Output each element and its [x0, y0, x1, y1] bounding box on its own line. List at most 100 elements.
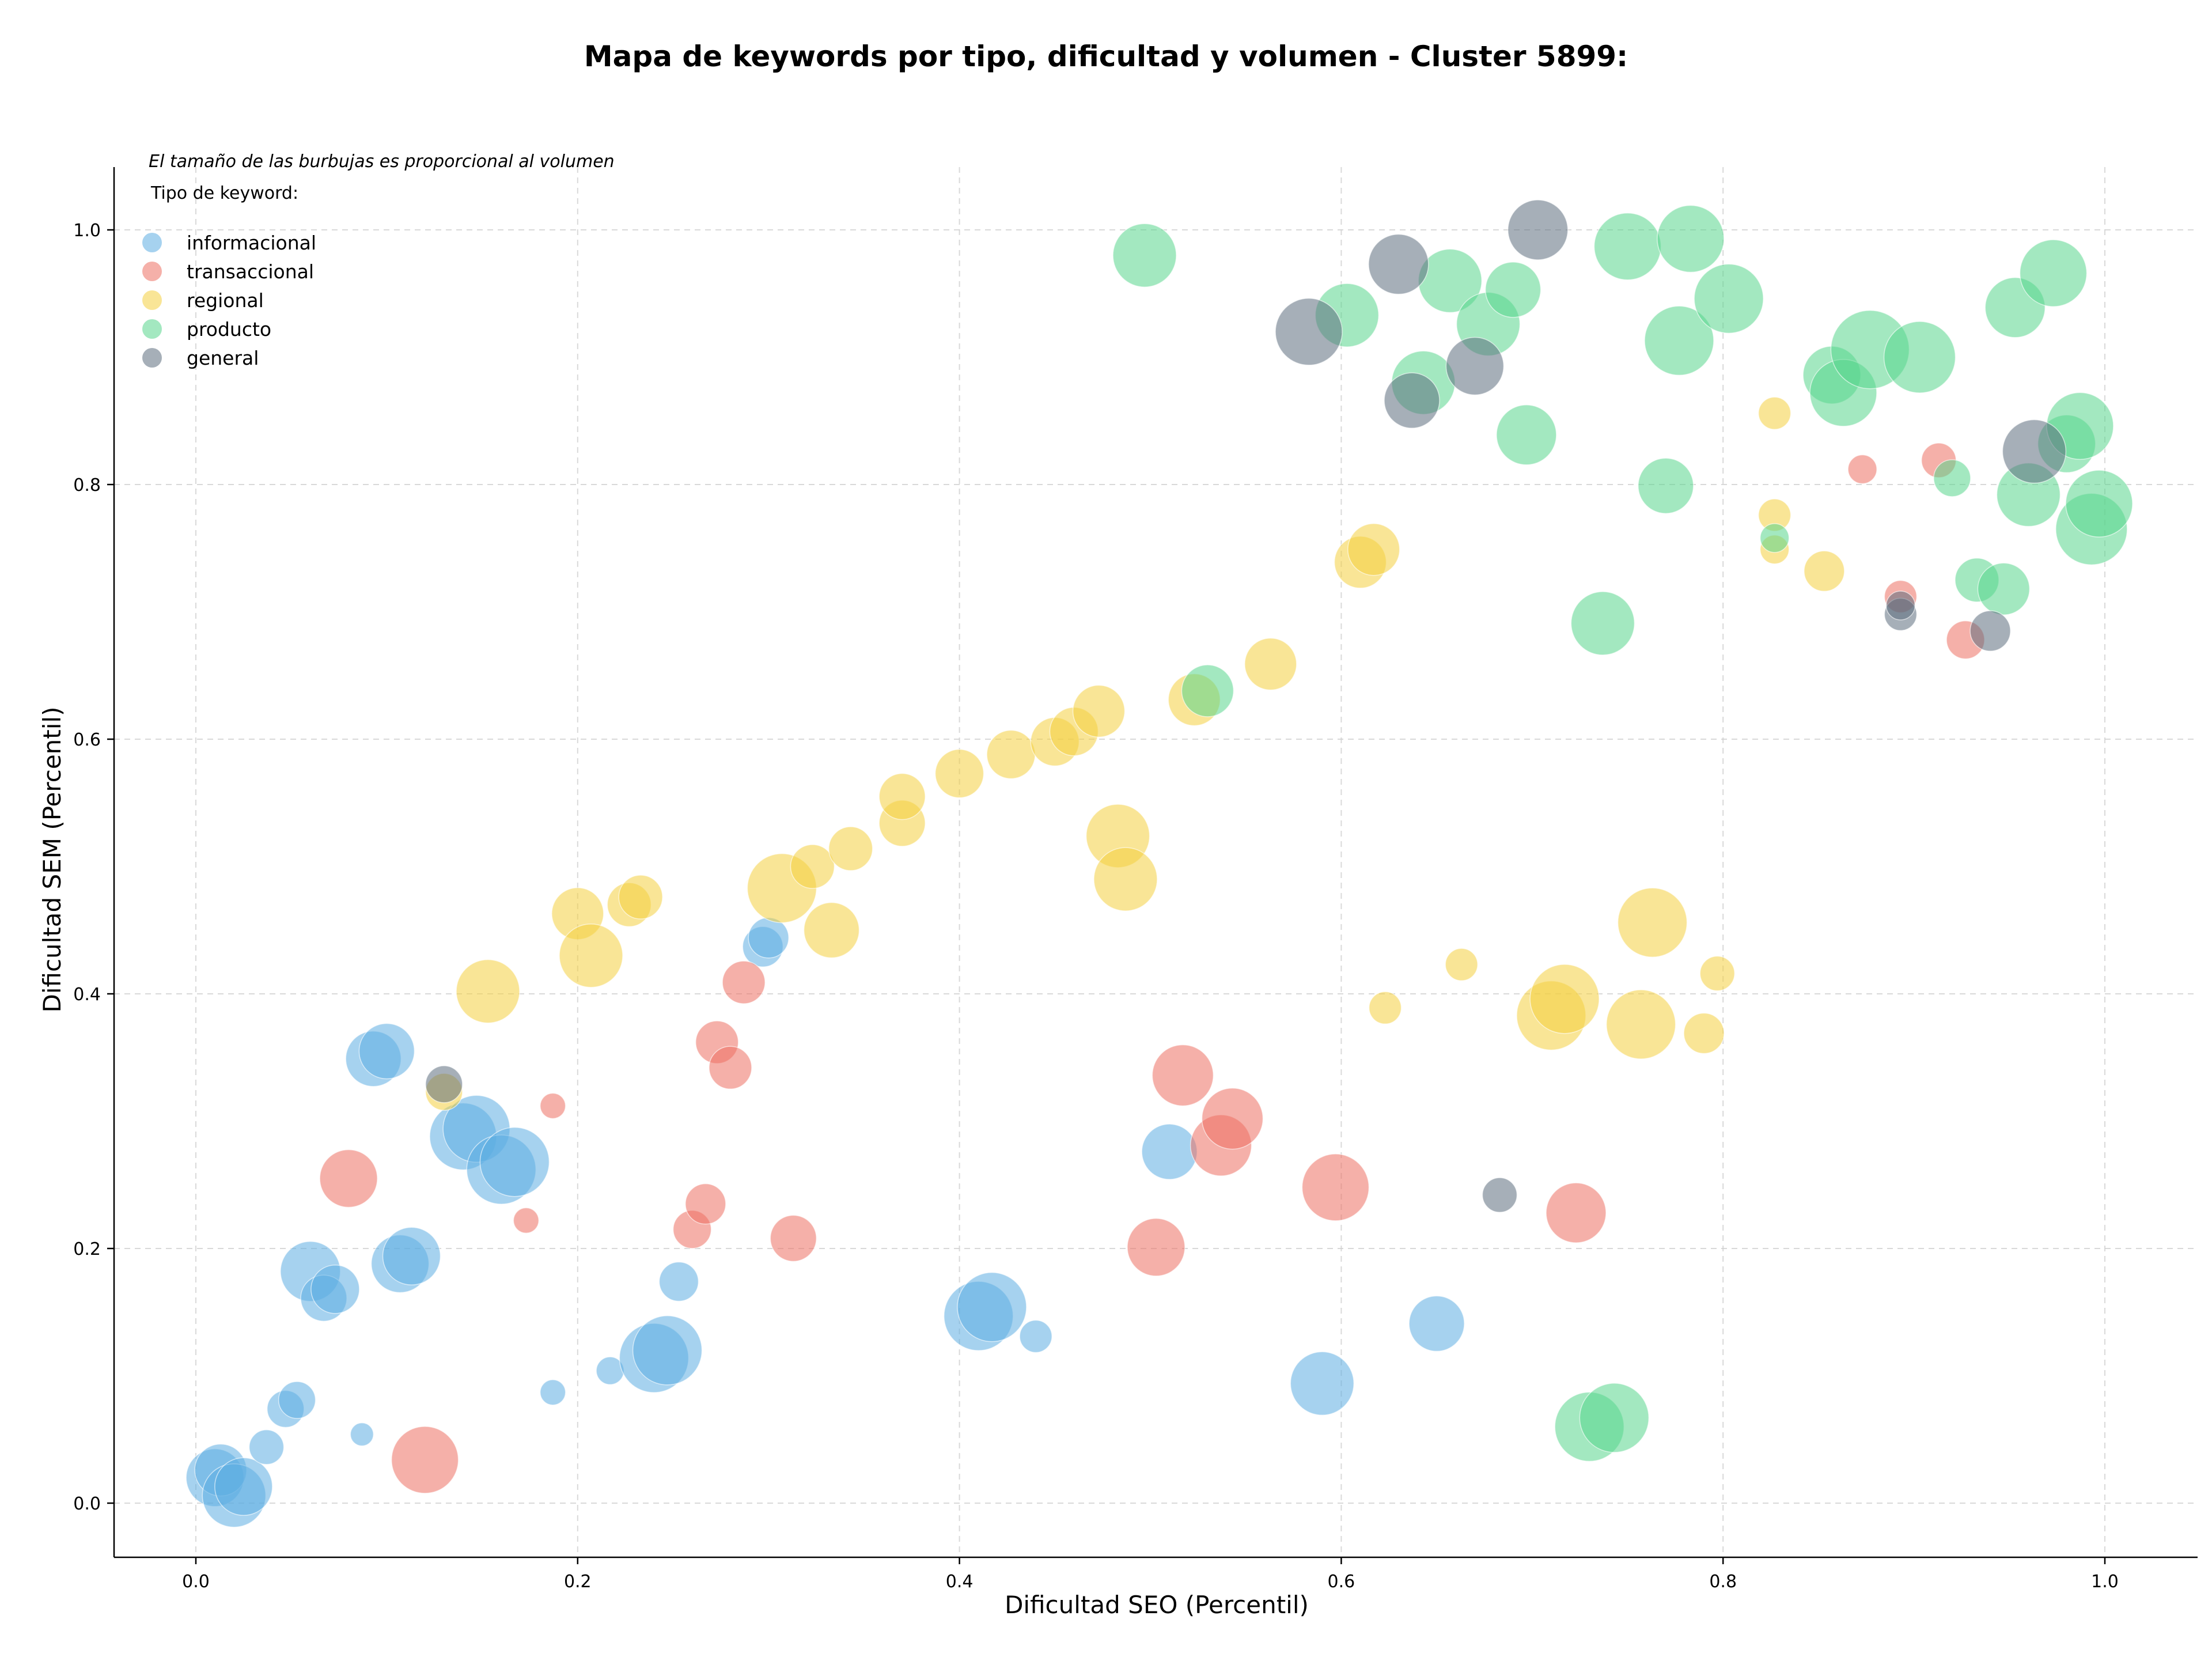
informacional-bubble	[658, 1261, 699, 1302]
producto-bubble	[1657, 205, 1725, 273]
x-axis-title: Dificultad SEO (Percentil)	[1005, 1591, 1309, 1619]
general-bubble	[1885, 591, 1916, 620]
producto-bubble	[1484, 262, 1541, 318]
informacional-bubble	[1141, 1123, 1198, 1180]
transaccional-bubble	[1546, 1182, 1607, 1243]
informacional-bubble	[1408, 1295, 1465, 1352]
y-tick-label: 1.0	[73, 221, 101, 241]
informacional-bubble	[539, 1379, 566, 1406]
producto-bubble	[1593, 212, 1662, 281]
regional-bubble	[934, 748, 984, 799]
transaccional-bubble	[685, 1183, 726, 1225]
general-bubble	[1482, 1177, 1518, 1213]
producto-bubble	[1933, 459, 1971, 497]
informacional-bubble	[350, 1422, 374, 1447]
general-bubble	[1275, 298, 1343, 366]
transaccional-bubble	[770, 1214, 817, 1262]
transaccional-bubble	[1301, 1153, 1370, 1221]
regional-bubble	[1072, 684, 1126, 738]
informacional-bubble	[957, 1272, 1027, 1342]
transaccional-bubble	[1152, 1044, 1214, 1107]
producto-bubble	[1644, 305, 1714, 376]
legend-marker-transaccional	[142, 262, 162, 281]
producto-bubble	[1570, 591, 1635, 656]
transaccional-bubble	[319, 1149, 378, 1208]
producto-bubble	[2065, 470, 2133, 538]
transaccional-bubble	[513, 1207, 540, 1234]
legend-label-general: general	[187, 347, 259, 369]
legend-label-producto: producto	[187, 318, 271, 340]
regional-bubble	[1683, 1012, 1725, 1054]
y-tick-label: 0.0	[73, 1494, 101, 1514]
general-bubble	[2002, 419, 2067, 484]
general-bubble	[1368, 233, 1429, 295]
legend-label-informacional: informacional	[187, 232, 316, 254]
x-tick-label: 0.2	[564, 1572, 592, 1592]
legend-label-transaccional: transaccional	[187, 260, 314, 283]
informacional-bubble	[479, 1126, 550, 1197]
producto-bubble	[1496, 404, 1557, 466]
informacional-bubble	[748, 917, 789, 959]
regional-bubble	[1347, 523, 1400, 576]
x-tick-label: 1.0	[2091, 1572, 2119, 1592]
producto-bubble	[1977, 562, 2031, 615]
regional-bubble	[1093, 847, 1158, 911]
general-bubble	[1507, 199, 1569, 260]
regional-bubble	[790, 844, 835, 889]
x-tick-label: 0.6	[1328, 1572, 1355, 1592]
producto-bubble	[1883, 321, 1956, 394]
regional-bubble	[618, 875, 663, 920]
producto-bubble	[1181, 664, 1234, 717]
x-tick-label: 0.0	[182, 1572, 210, 1592]
regional-bubble	[1605, 989, 1676, 1060]
regional-bubble	[1368, 991, 1402, 1025]
regional-bubble	[1699, 955, 1736, 992]
bubbles-layer	[185, 199, 2133, 1528]
legend-marker-regional	[142, 290, 162, 310]
regional-bubble	[1758, 396, 1791, 430]
regional-bubble	[803, 902, 860, 959]
transaccional-bubble	[1847, 454, 1877, 485]
general-bubble	[1384, 372, 1440, 429]
regional-bubble	[1804, 550, 1845, 592]
informacional-bubble	[1019, 1319, 1052, 1353]
informacional-bubble	[310, 1264, 360, 1314]
y-tick-label: 0.8	[73, 475, 101, 495]
legend-marker-informacional	[142, 233, 162, 252]
y-tick-label: 0.2	[73, 1239, 101, 1259]
producto-bubble	[1694, 263, 1764, 334]
legend-marker-producto	[142, 319, 162, 339]
producto-bubble	[1759, 523, 1790, 553]
transaccional-bubble	[539, 1092, 566, 1119]
y-ticks: 0.0 0.2 0.4 0.6 0.8 1.0	[73, 221, 114, 1514]
bubble-size-note: El tamaño de las burbujas es proporciona…	[149, 152, 615, 172]
regional-bubble	[828, 826, 873, 871]
x-tick-label: 0.4	[946, 1572, 974, 1592]
general-bubble	[425, 1065, 463, 1103]
informacional-bubble	[214, 1457, 273, 1516]
y-tick-label: 0.4	[73, 985, 101, 1005]
transaccional-bubble	[1127, 1218, 1185, 1277]
legend-title: Tipo de keyword:	[150, 183, 298, 203]
regional-bubble	[878, 773, 926, 820]
producto-bubble	[2019, 239, 2088, 307]
regional-bubble	[986, 729, 1036, 780]
regional-bubble	[1445, 948, 1478, 981]
chart-title: Mapa de keywords por tipo, dificultad y …	[584, 40, 1628, 73]
regional-bubble	[456, 959, 520, 1024]
informacional-bubble	[278, 1381, 316, 1419]
transaccional-bubble	[391, 1426, 459, 1494]
transaccional-bubble	[709, 1046, 752, 1089]
transaccional-bubble	[1201, 1087, 1264, 1150]
general-bubble	[1445, 336, 1505, 396]
regional-bubble	[559, 923, 623, 988]
informacional-bubble	[632, 1315, 703, 1386]
transaccional-bubble	[722, 960, 766, 1004]
legend-label-regional: regional	[187, 289, 264, 312]
regional-bubble	[1244, 637, 1297, 691]
legend-marker-general	[142, 348, 162, 368]
regional-bubble	[1617, 887, 1688, 958]
informacional-bubble	[248, 1429, 285, 1465]
